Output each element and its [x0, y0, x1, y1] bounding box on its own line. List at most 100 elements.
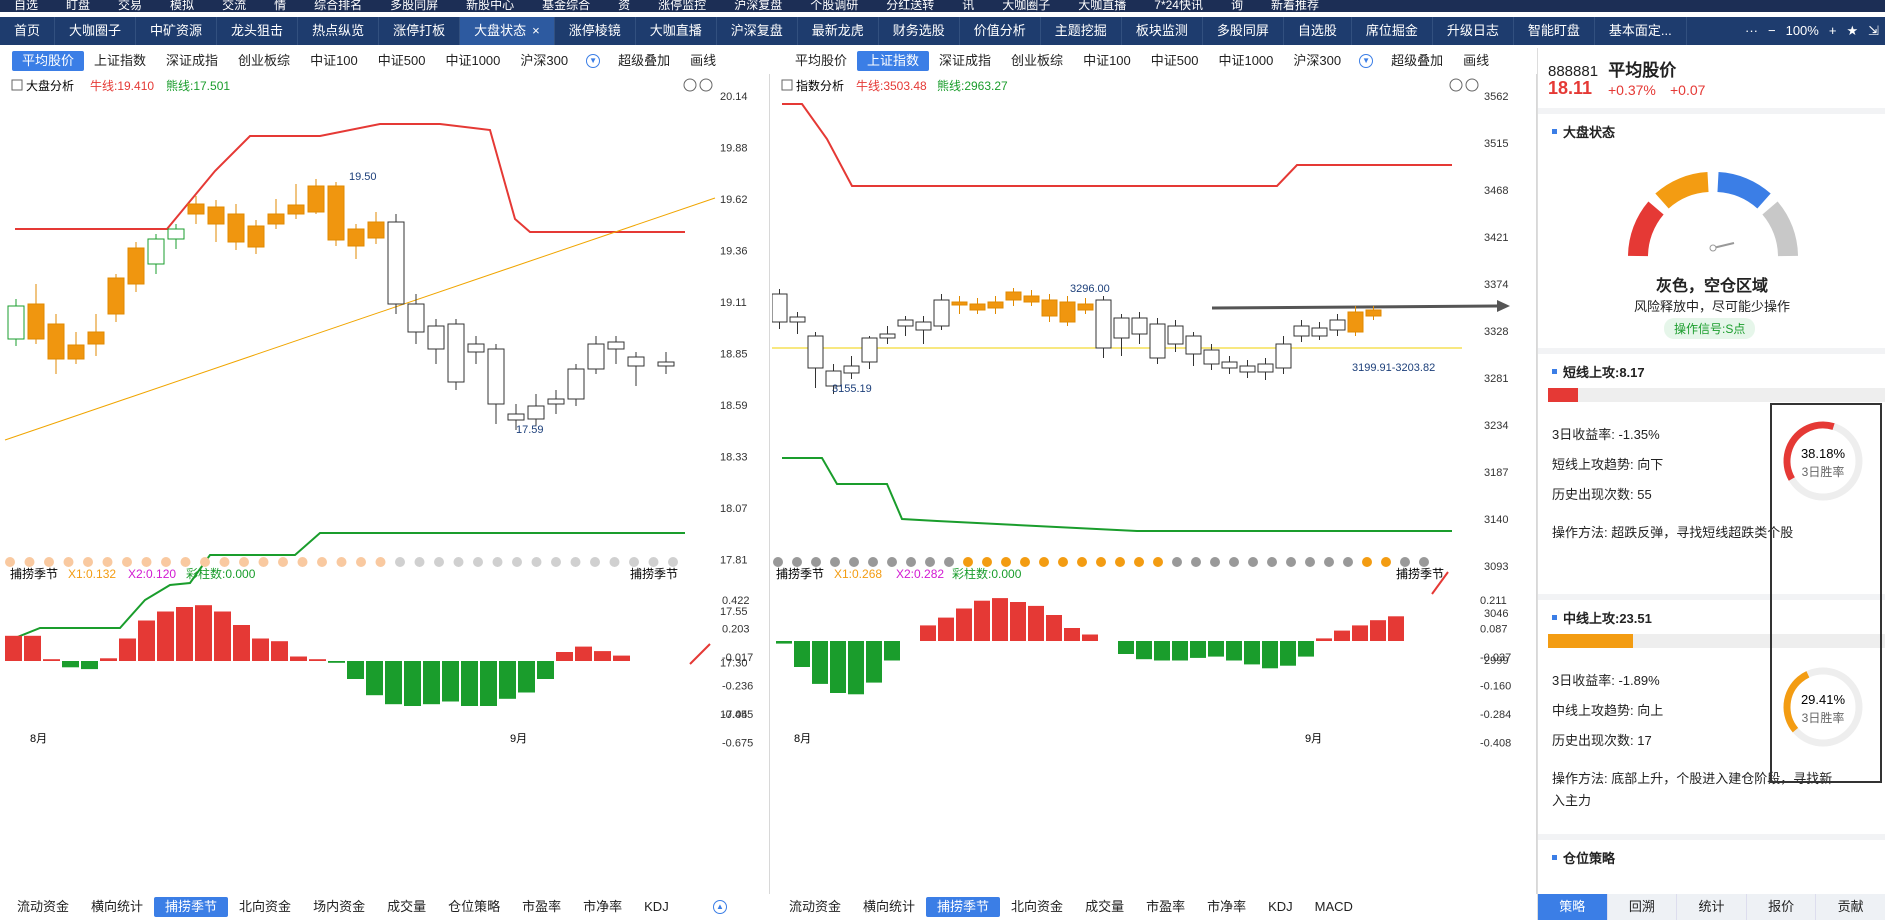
- expand-icon[interactable]: ⇲: [1868, 23, 1879, 38]
- dropdown-icon[interactable]: ▼: [586, 54, 601, 68]
- indicator-tab[interactable]: 流动资金: [17, 899, 70, 914]
- index-tab[interactable]: 中证1000: [1218, 53, 1274, 68]
- index-tab[interactable]: 中证500: [377, 53, 426, 68]
- tab-3[interactable]: 龙头狙击: [217, 17, 299, 45]
- indicator-tab[interactable]: 仓位策略: [448, 899, 501, 914]
- indicator-tab[interactable]: MACD: [1314, 899, 1353, 914]
- index-tab[interactable]: 中证500: [1150, 53, 1199, 68]
- topnav-item[interactable]: 沪深复盘: [734, 0, 783, 12]
- tab-0[interactable]: 首页: [0, 17, 56, 45]
- topnav-item[interactable]: 大咖圈子: [1002, 0, 1051, 12]
- tab-15[interactable]: 多股同屏: [1203, 17, 1284, 45]
- left-price-tick: 19.11: [720, 297, 747, 309]
- index-tab[interactable]: 深证成指: [939, 53, 992, 68]
- left-chart-svg[interactable]: 大盘分析 牛线:19.410 熊线:17.501 20.14 19.88 19.62…: [0, 74, 770, 894]
- tab-14[interactable]: 板块监测: [1122, 17, 1203, 45]
- close-icon[interactable]: ×: [532, 23, 540, 38]
- topnav-item[interactable]: 分红送转: [886, 0, 935, 12]
- tab-7[interactable]: 涨停棱镜: [555, 17, 636, 45]
- tab-12[interactable]: 价值分析: [960, 17, 1041, 45]
- indicator-tab[interactable]: 捕捞季节: [154, 897, 229, 917]
- tab-13[interactable]: 主题挖掘: [1041, 17, 1122, 45]
- indicator-tab[interactable]: 成交量: [1085, 899, 1125, 914]
- strategy-tab[interactable]: 贡献: [1816, 894, 1885, 920]
- indicator-tab[interactable]: 市净率: [1207, 899, 1247, 914]
- topnav-item[interactable]: 基金综合: [542, 0, 591, 12]
- topnav-item[interactable]: 讯: [962, 0, 975, 12]
- topnav-item[interactable]: 模拟: [170, 0, 195, 12]
- topnav-item[interactable]: 新股中心: [466, 0, 515, 12]
- favorite-star-icon[interactable]: ★: [1846, 23, 1859, 38]
- index-tab[interactable]: 创业板综: [1011, 53, 1064, 68]
- strategy-tab[interactable]: 回溯: [1608, 894, 1678, 920]
- indicator-tab[interactable]: 成交量: [387, 899, 427, 914]
- tab-9[interactable]: 沪深复盘: [717, 17, 798, 45]
- signal-dot: [1134, 557, 1144, 567]
- indicator-tab[interactable]: 流动资金: [789, 899, 842, 914]
- position-strategy-title: 仓位策略: [1563, 851, 1616, 866]
- collapse-up-icon[interactable]: ▲: [713, 900, 727, 914]
- topnav-item[interactable]: 新着推荐: [1271, 0, 1320, 12]
- topnav-item[interactable]: 询: [1230, 0, 1243, 12]
- zoom-out-icon[interactable]: −: [1768, 23, 1776, 38]
- draw-line-button[interactable]: 画线: [690, 53, 717, 68]
- topnav-item[interactable]: 资: [618, 0, 631, 12]
- topnav-item[interactable]: 交易: [118, 0, 143, 12]
- tab-11[interactable]: 财务选股: [879, 17, 960, 45]
- tab-10[interactable]: 最新龙虎: [798, 17, 879, 45]
- index-tab[interactable]: 平均股价: [12, 51, 85, 71]
- indicator-tab[interactable]: 横向统计: [863, 899, 916, 914]
- topnav-item[interactable]: 交流: [222, 0, 247, 12]
- tab-6[interactable]: 大盘状态 ×: [460, 17, 555, 45]
- tab-16[interactable]: 自选股: [1284, 17, 1352, 45]
- tab-4[interactable]: 热点纵览: [298, 17, 380, 45]
- indicator-tab[interactable]: 北向资金: [1011, 899, 1064, 914]
- index-tab[interactable]: 深证成指: [166, 53, 219, 68]
- overlay-button[interactable]: 超级叠加: [1391, 53, 1444, 68]
- strategy-tab[interactable]: 统计: [1677, 894, 1747, 920]
- dropdown-icon[interactable]: ▼: [1359, 54, 1374, 68]
- index-tab[interactable]: 中证1000: [445, 53, 501, 68]
- tab-17[interactable]: 席位掘金: [1352, 17, 1433, 45]
- tab-1[interactable]: 大咖圈子: [55, 17, 137, 45]
- overlay-button[interactable]: 超级叠加: [618, 53, 671, 68]
- topnav-item[interactable]: 大咖直播: [1078, 0, 1127, 12]
- tab-18[interactable]: 升级日志: [1433, 17, 1514, 45]
- index-tab[interactable]: 中证100: [1083, 53, 1131, 68]
- more-icon[interactable]: ···: [1745, 23, 1758, 38]
- index-tab[interactable]: 上证指数: [94, 53, 147, 68]
- strategy-tab[interactable]: 报价: [1747, 894, 1817, 920]
- tab-2[interactable]: 中矿资源: [136, 17, 218, 45]
- indicator-tab[interactable]: KDJ: [1268, 899, 1293, 914]
- tab-5[interactable]: 涨停打板: [379, 17, 461, 45]
- tab-19[interactable]: 智能盯盘: [1514, 17, 1595, 45]
- index-tab[interactable]: 中证100: [310, 53, 358, 68]
- index-tab[interactable]: 平均股价: [795, 53, 848, 68]
- topnav-item[interactable]: 盯盘: [66, 0, 91, 12]
- indicator-tab[interactable]: 场内资金: [313, 899, 366, 914]
- topnav-item[interactable]: 多股同屏: [390, 0, 439, 12]
- topnav-item[interactable]: 7*24快讯: [1154, 0, 1203, 12]
- zoom-in-icon[interactable]: +: [1828, 23, 1837, 38]
- topnav-item[interactable]: 自选: [14, 0, 39, 12]
- index-tab[interactable]: 创业板综: [238, 53, 291, 68]
- indicator-tab[interactable]: 市盈率: [522, 899, 562, 914]
- topnav-item[interactable]: 情: [274, 0, 287, 12]
- indicator-tab[interactable]: 横向统计: [91, 899, 144, 914]
- index-tab[interactable]: 上证指数: [857, 51, 930, 71]
- indicator-tab[interactable]: 捕捞季节: [926, 897, 1001, 917]
- indicator-tab[interactable]: 市盈率: [1146, 899, 1186, 914]
- tab-20[interactable]: 基本面定...: [1595, 17, 1687, 45]
- index-tab[interactable]: 沪深300: [520, 53, 569, 68]
- draw-line-button[interactable]: 画线: [1463, 53, 1490, 68]
- indicator-tab[interactable]: 北向资金: [239, 899, 292, 914]
- topnav-item[interactable]: 综合排名: [314, 0, 363, 12]
- mid-chart-svg[interactable]: 指数分析 牛线:3503.48 熊线:2963.27 3562 3515 3468 3…: [771, 74, 1537, 894]
- strategy-tab[interactable]: 策略: [1538, 894, 1608, 920]
- index-tab[interactable]: 沪深300: [1293, 53, 1342, 68]
- indicator-tab[interactable]: KDJ: [644, 899, 669, 914]
- tab-8[interactable]: 大咖直播: [636, 17, 717, 45]
- topnav-item[interactable]: 个股调研: [810, 0, 859, 12]
- indicator-tab[interactable]: 市净率: [583, 899, 623, 914]
- topnav-item[interactable]: 涨停监控: [658, 0, 707, 12]
